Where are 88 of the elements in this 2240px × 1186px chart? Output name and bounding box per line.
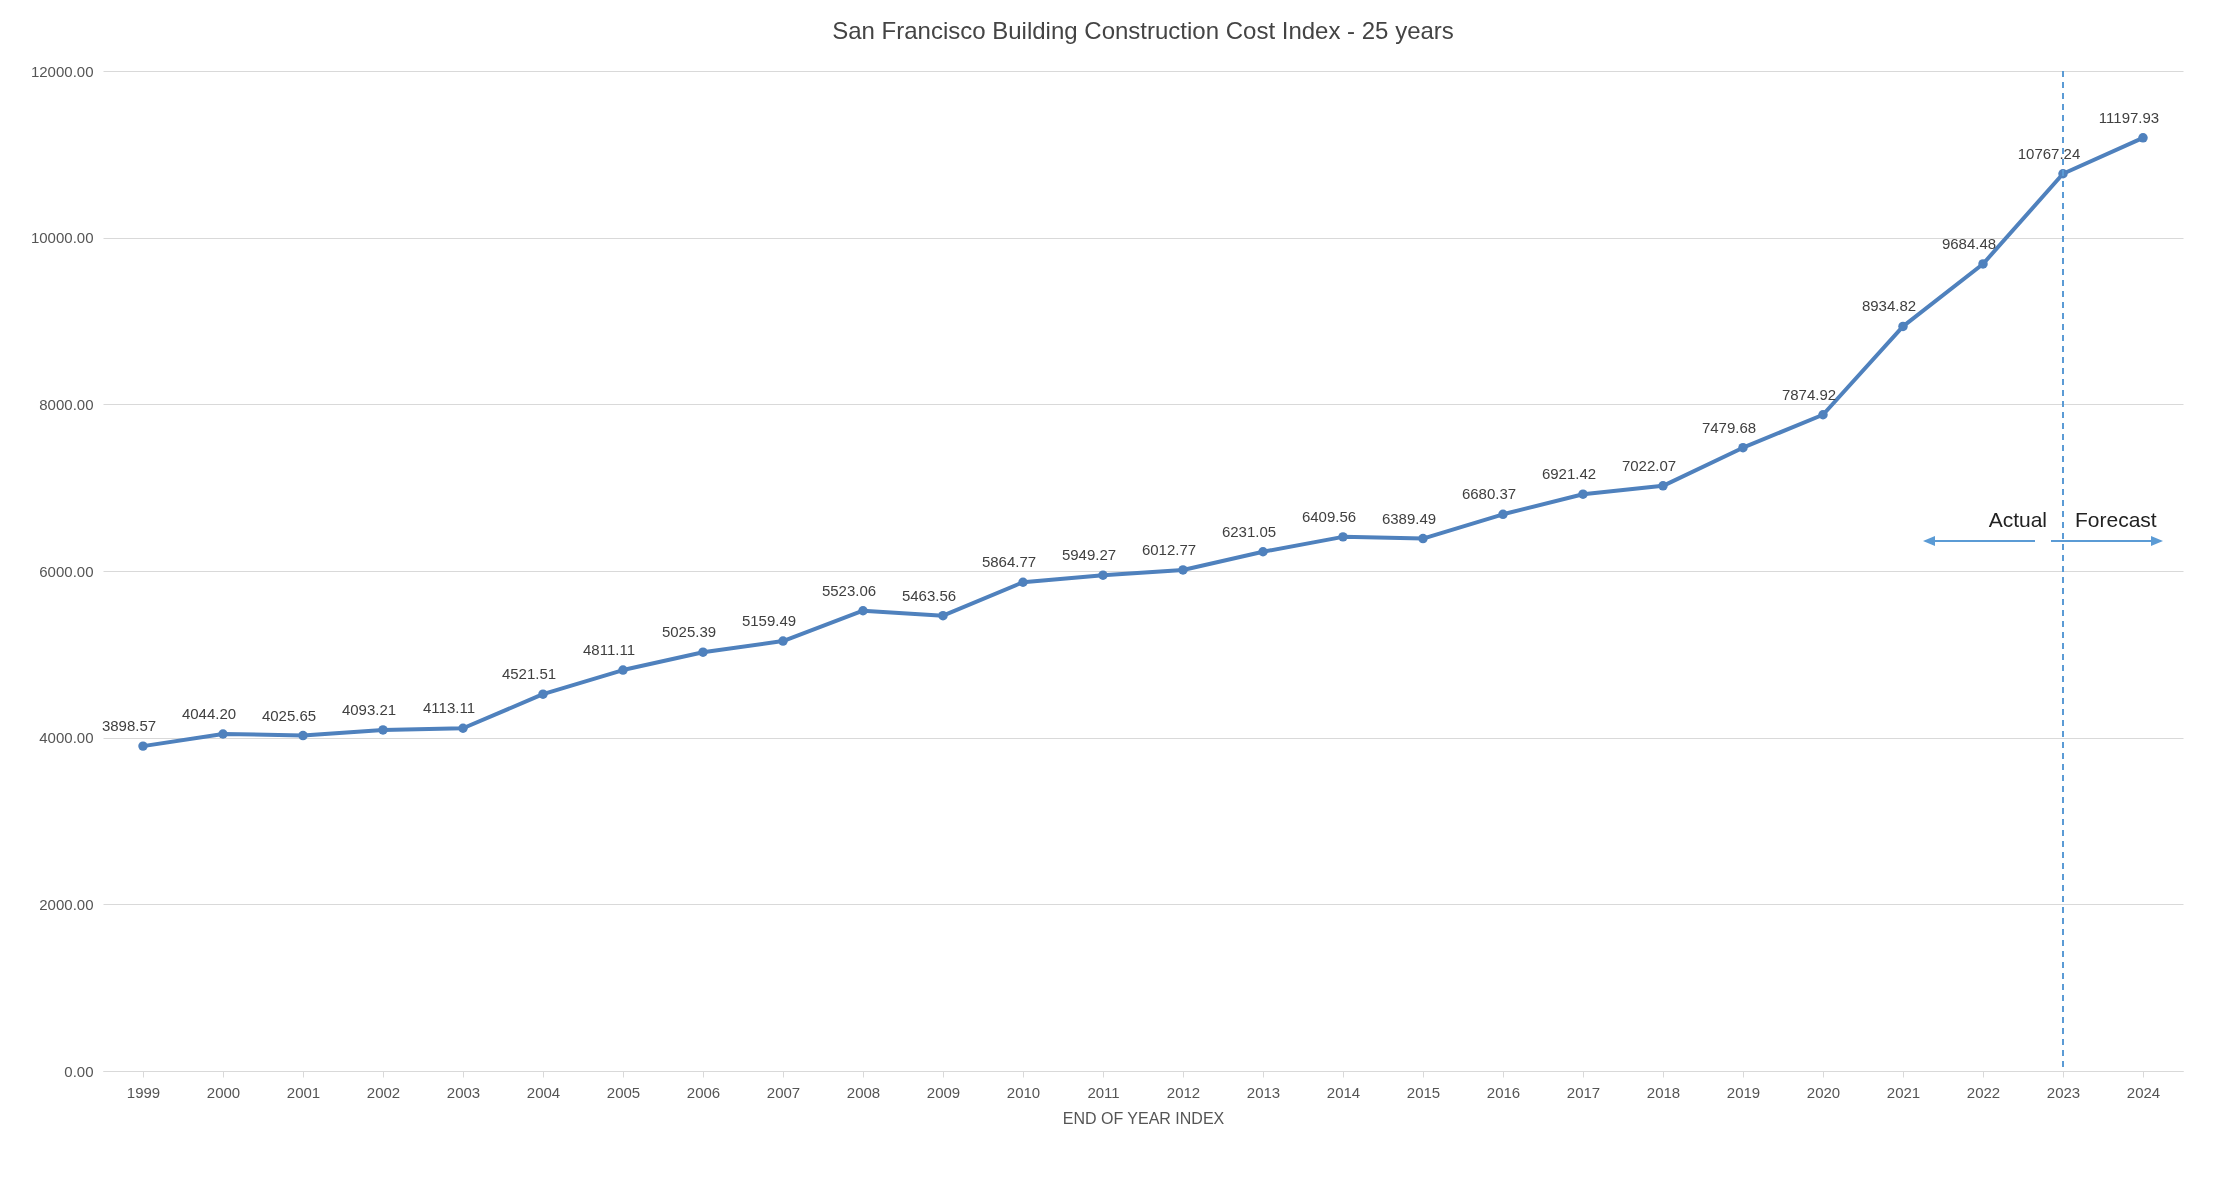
y-tick-label: 12000.00 bbox=[30, 62, 94, 80]
y-tick-label: 6000.00 bbox=[39, 562, 94, 580]
data-label: 6012.77 bbox=[1141, 540, 1197, 558]
data-label: 9684.48 bbox=[1941, 234, 1997, 252]
data-label: 5523.06 bbox=[821, 581, 877, 599]
x-tick-label: 2014 bbox=[1326, 1083, 1361, 1101]
annotation: Actual bbox=[1988, 508, 2047, 531]
point bbox=[1978, 259, 1988, 269]
data-label: 10767.24 bbox=[2017, 144, 2081, 162]
point bbox=[938, 610, 948, 621]
point bbox=[538, 689, 548, 699]
x-tick-label: 2003 bbox=[446, 1083, 481, 1101]
point bbox=[1578, 489, 1588, 499]
point bbox=[1818, 410, 1828, 420]
x-tick-label: 2021 bbox=[1886, 1083, 1921, 1101]
data-label: 6389.49 bbox=[1381, 509, 1437, 527]
y-tick-label: 0.00 bbox=[64, 1062, 94, 1080]
point bbox=[1738, 442, 1748, 453]
data-label: 8934.82 bbox=[1861, 297, 1917, 315]
data-label: 6409.56 bbox=[1301, 507, 1357, 525]
point bbox=[698, 647, 708, 657]
data-label: 5864.77 bbox=[981, 553, 1037, 571]
x-tick-label: 2010 bbox=[1006, 1083, 1041, 1101]
data-label: 6921.42 bbox=[1541, 465, 1597, 483]
data-label: 5025.39 bbox=[661, 623, 717, 641]
x-tick-label: 2004 bbox=[526, 1083, 561, 1101]
data-label: 5159.49 bbox=[741, 612, 797, 630]
x-tick-label: 1999 bbox=[126, 1083, 161, 1101]
data-label: 5949.27 bbox=[1061, 546, 1117, 564]
x-tick-label: 2023 bbox=[2046, 1083, 2081, 1101]
data-label: 11197.93 bbox=[2098, 108, 2160, 126]
point bbox=[778, 636, 788, 646]
data-label: 4113.11 bbox=[423, 699, 475, 717]
point bbox=[218, 729, 228, 739]
point bbox=[1338, 532, 1348, 542]
data-label: 7479.68 bbox=[1701, 418, 1757, 436]
data-label: 4025.65 bbox=[261, 706, 317, 724]
x-tick-label: 2011 bbox=[1087, 1083, 1120, 1101]
x-tick-label: 2002 bbox=[366, 1083, 401, 1101]
point bbox=[618, 665, 628, 675]
point bbox=[298, 730, 308, 741]
x-tick-label: 2006 bbox=[686, 1083, 721, 1101]
point bbox=[1898, 321, 1908, 332]
x-tick-label: 2013 bbox=[1246, 1083, 1281, 1101]
x-tick-label: 2016 bbox=[1486, 1083, 1521, 1101]
x-tick-label: 2024 bbox=[2126, 1083, 2161, 1101]
y-tick-label: 10000.00 bbox=[30, 229, 94, 247]
data-label: 7874.92 bbox=[1781, 385, 1837, 403]
point bbox=[1658, 481, 1668, 491]
y-tick-label: 8000.00 bbox=[39, 395, 94, 413]
annotation: Forecast bbox=[2075, 508, 2157, 531]
x-tick-label: 2009 bbox=[926, 1083, 961, 1101]
x-tick-label: 2018 bbox=[1646, 1083, 1681, 1101]
data-label: 7022.07 bbox=[1621, 456, 1677, 474]
y-tick-label: 4000.00 bbox=[39, 729, 94, 747]
x-tick-label: 2020 bbox=[1806, 1083, 1841, 1101]
x-tick-label: 2019 bbox=[1726, 1083, 1761, 1101]
x-axis-title: END OF YEAR INDEX bbox=[1062, 1109, 1225, 1127]
point bbox=[1498, 509, 1508, 520]
point bbox=[378, 725, 388, 735]
point bbox=[1018, 577, 1028, 587]
point bbox=[138, 741, 148, 751]
point bbox=[858, 606, 868, 616]
x-tick-label: 2015 bbox=[1406, 1083, 1441, 1101]
point bbox=[1418, 533, 1428, 544]
x-tick-label: 2007 bbox=[766, 1083, 801, 1101]
point bbox=[1258, 547, 1268, 557]
data-label: 4811.11 bbox=[583, 641, 635, 659]
data-label: 6231.05 bbox=[1221, 522, 1277, 540]
x-tick-label: 2017 bbox=[1566, 1083, 1601, 1101]
point bbox=[1178, 565, 1188, 575]
data-label: 3898.57 bbox=[101, 717, 157, 735]
point bbox=[458, 723, 468, 733]
x-tick-label: 2012 bbox=[1166, 1083, 1201, 1101]
data-label: 4521.51 bbox=[501, 665, 557, 683]
x-tick-label: 2022 bbox=[1966, 1083, 2001, 1101]
point bbox=[1098, 570, 1108, 580]
x-tick-label: 2005 bbox=[606, 1083, 641, 1101]
data-label: 6680.37 bbox=[1461, 485, 1517, 503]
x-tick-label: 2008 bbox=[846, 1083, 881, 1101]
data-label: 4093.21 bbox=[341, 700, 397, 718]
data-label: 5463.56 bbox=[901, 586, 957, 604]
x-tick-label: 2001 bbox=[286, 1083, 321, 1101]
x-tick-label: 2000 bbox=[206, 1083, 241, 1101]
data-label: 4044.20 bbox=[181, 704, 237, 722]
point bbox=[2138, 133, 2148, 143]
chart-title: San Francisco Building Construction Cost Index - 25 years bbox=[832, 17, 1454, 44]
y-tick-label: 2000.00 bbox=[39, 895, 94, 913]
